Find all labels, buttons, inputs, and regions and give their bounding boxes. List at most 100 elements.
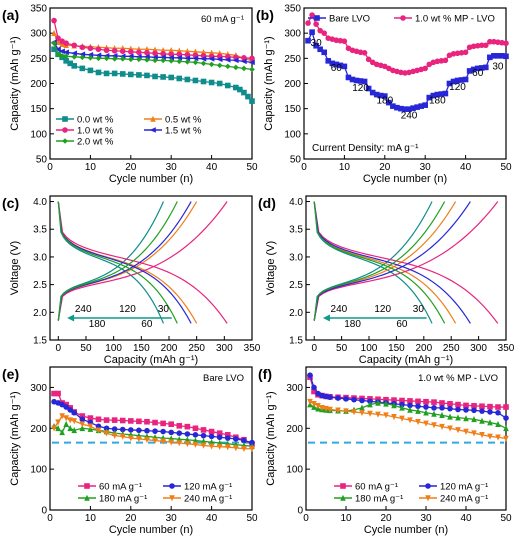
data-point <box>249 445 255 453</box>
rate-label: 120 <box>374 304 391 315</box>
data-point <box>143 54 150 60</box>
legend-marker <box>84 483 90 489</box>
data-point <box>71 418 78 425</box>
data-point <box>224 444 231 451</box>
x-tick-label: 20 <box>125 513 137 524</box>
y-tick-label: 4.0 <box>33 197 47 208</box>
data-point <box>495 409 501 416</box>
rate-label: 30 <box>492 61 504 72</box>
data-point <box>249 98 255 104</box>
data-point <box>67 60 73 67</box>
data-point <box>136 418 142 425</box>
data-point <box>79 44 86 51</box>
data-point <box>233 445 239 452</box>
series-line <box>53 423 253 447</box>
data-point <box>495 53 501 59</box>
data-point <box>359 409 365 417</box>
data-point <box>345 74 352 81</box>
data-point <box>55 424 61 432</box>
legend-label: 1.0 wt % <box>77 126 114 137</box>
y-tick-label: 150 <box>284 104 301 115</box>
data-point <box>184 59 191 65</box>
charge-curve <box>57 201 164 321</box>
data-point <box>241 65 247 72</box>
data-point <box>447 413 453 420</box>
data-point <box>87 423 94 430</box>
discharge-curve <box>313 201 446 324</box>
data-point <box>495 420 501 427</box>
charge-curve <box>313 201 499 321</box>
x-tick-label: 10 <box>340 513 352 524</box>
data-point <box>51 40 57 47</box>
data-point <box>95 427 102 434</box>
data-point <box>216 56 223 63</box>
data-point <box>499 53 505 59</box>
panel-annotation: 60 mA g⁻¹ <box>201 14 244 25</box>
x-tick-label: 150 <box>388 343 405 354</box>
data-point <box>144 427 150 434</box>
data-point <box>208 56 215 62</box>
data-point <box>168 421 174 427</box>
data-point <box>315 403 321 410</box>
data-point <box>248 59 255 66</box>
panel-d: 0 50 100 150 200 250 300 350 1.5 2.0 2.5 3.0 3.5 4.0 C… <box>258 195 514 366</box>
x-tick-label: 350 <box>498 343 514 354</box>
data-point <box>359 397 365 404</box>
rate-label: 120 <box>119 304 136 315</box>
data-point <box>119 71 126 77</box>
data-point <box>51 17 57 24</box>
x-tick-label: 250 <box>443 343 460 354</box>
data-point <box>144 436 150 444</box>
data-point <box>423 420 429 427</box>
x-tick-label: 0 <box>311 343 317 354</box>
data-point <box>103 430 110 437</box>
legend-label: 60 mA g⁻¹ <box>355 482 398 493</box>
data-point <box>323 405 329 412</box>
data-point <box>79 421 86 428</box>
discharge-curve <box>313 201 457 324</box>
data-point <box>208 443 215 450</box>
data-point <box>439 423 445 430</box>
data-point <box>152 437 158 444</box>
panel-annotation: Current Density: mA g⁻¹ <box>312 143 419 154</box>
data-point <box>152 50 158 57</box>
x-tick-label: 40 <box>460 513 472 524</box>
y-tick-label: 2.0 <box>33 308 47 319</box>
data-point <box>359 404 365 411</box>
data-point <box>136 49 142 56</box>
data-point <box>337 62 344 69</box>
data-point <box>55 419 61 426</box>
data-point <box>111 70 118 77</box>
data-point <box>321 49 327 56</box>
charge-curve <box>313 201 433 321</box>
data-point <box>79 413 86 419</box>
y-tick-label: 1.5 <box>33 336 47 347</box>
data-point <box>184 431 191 437</box>
data-point <box>321 30 328 36</box>
data-point <box>128 56 134 63</box>
data-point <box>159 54 166 61</box>
data-point <box>95 46 102 53</box>
legend-marker <box>62 138 68 144</box>
data-point <box>192 55 199 62</box>
x-tick-label: 0 <box>47 162 53 173</box>
data-point <box>418 103 424 109</box>
data-point <box>439 400 445 406</box>
data-point <box>325 58 332 64</box>
data-point <box>458 77 465 83</box>
discharge-curve <box>313 201 499 324</box>
panel-label: (d) <box>258 195 276 211</box>
data-point <box>111 56 118 62</box>
data-point <box>430 92 437 99</box>
data-point <box>224 432 231 438</box>
data-point <box>349 76 356 83</box>
charge-curve <box>313 201 471 321</box>
data-point <box>307 372 313 378</box>
data-point <box>402 106 408 112</box>
data-point <box>152 57 158 64</box>
x-tick-label: 30 <box>166 162 178 173</box>
charge-curve <box>57 201 178 321</box>
x-tick-label: 300 <box>470 343 487 354</box>
y-tick-label: 200 <box>284 79 301 90</box>
y-tick-label: 300 <box>286 383 303 394</box>
